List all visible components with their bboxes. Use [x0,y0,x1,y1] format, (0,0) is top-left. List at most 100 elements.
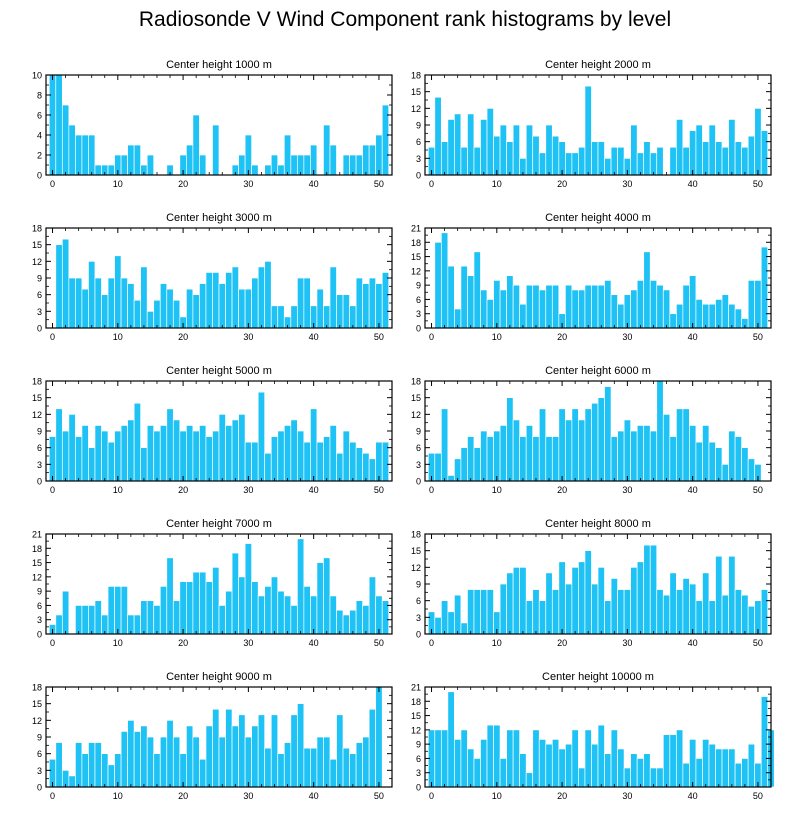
bar [114,255,122,329]
bar [296,703,305,788]
bar [467,589,475,635]
bar [316,736,324,788]
bar [75,605,83,635]
bar [662,289,671,329]
bar [538,408,547,482]
x-tick-label: 50 [374,638,384,648]
bar [55,244,63,329]
bar [88,260,96,329]
bar [192,294,200,329]
bar [636,425,645,482]
y-tick-label: 6 [37,601,42,611]
x-tick-label: 0 [429,332,434,342]
x-tick-label: 0 [50,485,55,495]
bar [741,447,749,482]
bar [75,134,83,176]
bar [186,288,194,329]
bar [231,266,239,329]
bar [447,475,455,482]
bar [212,430,220,482]
y-tick-label: 10 [32,71,42,81]
bar [591,743,599,788]
bar [467,113,475,176]
bar [473,589,481,635]
x-tick-label: 40 [688,179,698,189]
bar [355,742,363,788]
bar [506,729,514,788]
x-tick-label: 10 [492,791,502,801]
bar [153,299,161,329]
bar [336,609,344,635]
bar [728,748,736,788]
bar [75,436,83,482]
bar [467,748,475,788]
bar [355,600,363,635]
y-tick-label: 15 [411,252,421,262]
x-tick-label: 40 [688,485,698,495]
bar [682,408,690,482]
bar [146,154,155,176]
panel-title: Center height 8000 m [545,518,651,530]
bar [238,288,246,329]
bar [290,305,298,329]
bar [101,294,109,329]
bar [493,430,501,482]
x-tick-label: 40 [309,332,319,342]
bar [440,141,449,176]
y-tick-label: 15 [411,87,421,97]
x-tick-label: 0 [50,791,55,801]
bar [721,748,729,788]
bar [532,589,540,635]
bar [702,141,710,176]
x-tick-label: 20 [178,638,188,648]
bar [545,124,553,176]
bar [61,430,70,482]
x-tick-label: 50 [374,332,384,342]
bar [656,767,664,788]
bar [675,589,684,635]
bar [467,436,475,482]
y-tick-label: 3 [416,460,421,470]
bar [101,753,109,788]
bar [283,425,292,482]
bar [695,441,703,482]
bar [368,277,377,329]
bar [368,144,377,176]
bar [473,146,481,176]
bar [525,284,534,329]
bar [225,425,233,482]
bar [199,571,207,635]
bar [440,232,449,329]
y-tick-label: 12 [411,410,421,420]
bar [107,164,115,176]
x-tick-label: 10 [113,179,123,189]
bar [277,430,285,482]
x-tick-label: 50 [753,638,763,648]
bar [662,734,671,788]
bar [460,729,468,788]
x-tick-label: 50 [374,791,384,801]
bar [323,305,331,329]
bar [545,743,553,788]
bar [212,272,220,329]
y-tick-label: 9 [416,740,421,750]
bar [355,154,363,176]
bar [283,595,292,635]
x-tick-label: 10 [113,485,123,495]
bar [617,589,625,635]
y-tick-label: 0 [416,324,421,334]
bar [519,436,527,482]
bar [120,277,128,329]
panel-title: Center height 6000 m [545,365,651,377]
y-tick-label: 15 [32,393,42,403]
bar [375,686,383,788]
bar [283,134,292,176]
bar [630,753,638,788]
bar [296,430,305,482]
bar [290,605,298,635]
bar [166,719,174,788]
bar [662,413,671,482]
bar [584,284,592,329]
bar [636,152,645,176]
bar [368,458,377,482]
